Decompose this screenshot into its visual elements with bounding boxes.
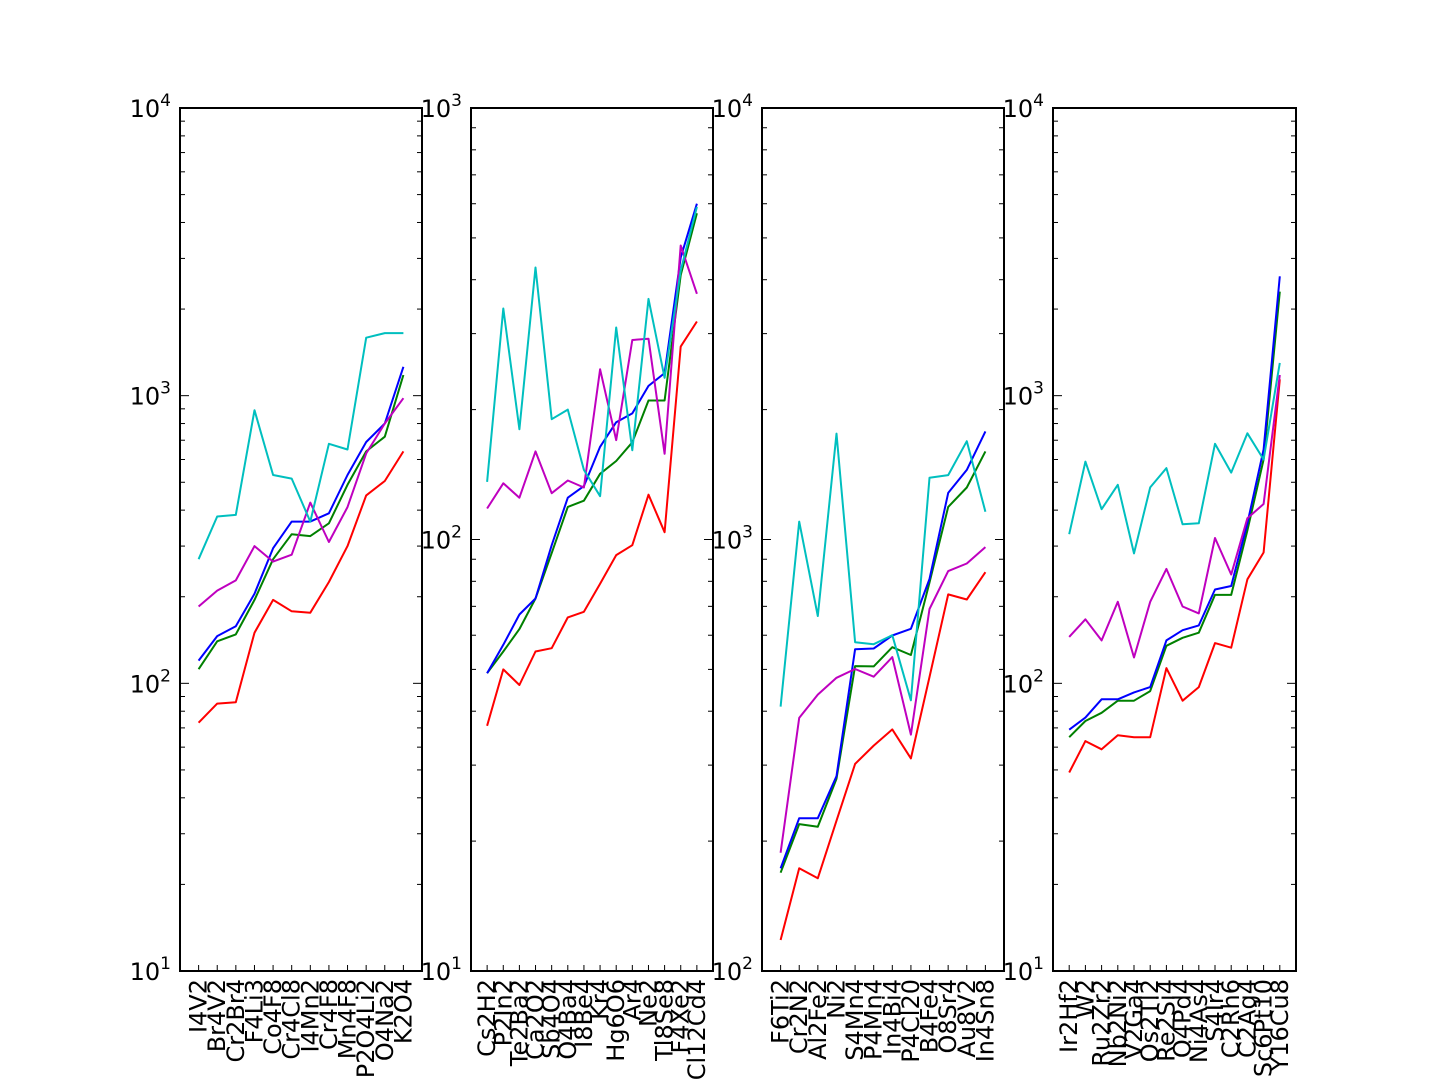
x-tick-label: Sc6Pt10 — [1250, 979, 1278, 1077]
subplot-4: 101 102 103 104 Ir2Hf2W2Ru2Zr2Nb2Ni2V2Ga4Os2… — [1003, 91, 1297, 1077]
x-tick-label: Ca2O2 — [522, 979, 550, 1060]
series-line-4 — [779, 546, 987, 853]
x-tick-label: V2Ga4 — [1120, 979, 1148, 1059]
x-tick-label: P4Cl20 — [897, 979, 925, 1063]
x-tick-label: P2O4Li2 — [352, 979, 380, 1078]
x-tick-label: K2O4 — [389, 979, 417, 1044]
x-tick-label: Cr4Cl8 — [278, 979, 306, 1060]
x-tick-label: Re2Si4 — [1152, 979, 1180, 1062]
plot-frame — [179, 107, 423, 972]
series-line-2 — [1068, 291, 1281, 738]
subplot-1: 101102103104I4V2Br4V2Cr2Br4F4Li3Co4F8Cr4… — [130, 91, 423, 1078]
subplot-2: 101 102 103 Cs2H2P2In2Te2Ba2Ca2O2Sb4O4O4Ba4… — [421, 91, 714, 1080]
x-tick-label: I4V2 — [185, 979, 213, 1033]
series-line-3 — [486, 203, 698, 674]
series-line-5 — [779, 432, 987, 707]
x-tick-label: Cr2N2 — [785, 979, 813, 1054]
y-tick-label: 104 — [1003, 91, 1044, 123]
x-tick-label: F4Xe2 — [667, 979, 695, 1053]
x-tick-label: Mn4F8 — [334, 979, 362, 1059]
x-tick-label: Os2Tl2 — [1136, 979, 1164, 1062]
series-line-1 — [779, 571, 987, 941]
x-tick-label: Ni2 — [822, 979, 850, 1019]
x-tick-label: O4Ba4 — [554, 979, 582, 1060]
x-tick-label: O4Pd4 — [1169, 979, 1197, 1058]
y-tick-label: 102 — [1003, 666, 1044, 698]
x-tick-label: Ni4As4 — [1185, 979, 1213, 1063]
series-line-4 — [1068, 374, 1281, 659]
series-line-3 — [197, 366, 405, 662]
y-tick-label: 101 — [130, 954, 171, 986]
series-line-1 — [486, 320, 698, 727]
x-tick-label: In4Bi4 — [878, 979, 906, 1055]
series-line-5 — [197, 332, 404, 560]
x-tick-label: I4Mn2 — [296, 979, 324, 1053]
subplot-3: 102103104F6Ti2Cr2N2Al2Fe2Ni2S4Mn4P4Mn4In… — [712, 91, 1005, 1063]
y-tick-label: 103 — [130, 379, 171, 411]
y-tick-label: 101 — [1003, 954, 1044, 986]
series-line-2 — [486, 213, 698, 674]
x-tick-label: I8Be4 — [570, 979, 598, 1048]
x-tick-label: Nb2Ni2 — [1104, 979, 1132, 1067]
plot-frame — [761, 107, 1005, 972]
series-line-5 — [486, 206, 698, 498]
plot-frame — [1052, 107, 1297, 972]
x-tick-label: P2In2 — [489, 979, 517, 1046]
series-line-1 — [1068, 379, 1281, 773]
series-line-5 — [1068, 362, 1281, 555]
y-tick-label: 104 — [130, 91, 171, 123]
x-tick-label: F4Li3 — [240, 979, 268, 1043]
x-tick-label: Sb4O4 — [538, 979, 566, 1059]
x-tick-label: O4Na2 — [371, 979, 399, 1061]
x-tick-label: B4Fe4 — [916, 979, 944, 1053]
x-tick-label: Co4F8 — [259, 979, 287, 1055]
x-tick-label: Cl12Cd4 — [683, 979, 711, 1080]
x-tick-label: Cs2H2 — [473, 979, 501, 1057]
x-tick-label: Br4V2 — [203, 979, 231, 1052]
x-tick-label: P4Mn4 — [860, 979, 888, 1060]
x-tick-label: F6Ti2 — [767, 979, 795, 1044]
x-tick-label: In4Sn8 — [971, 979, 999, 1062]
x-tick-label: W2 — [1071, 979, 1099, 1018]
x-tick-label: Cr2Br4 — [222, 979, 250, 1063]
series-line-1 — [197, 450, 405, 724]
y-tick-label: 102 — [421, 523, 462, 555]
series-line-4 — [486, 244, 698, 510]
x-tick-label: Ru2Zr2 — [1088, 979, 1116, 1067]
x-tick-label: Cr4F8 — [315, 979, 343, 1050]
x-tick-label: S4Mn4 — [841, 979, 869, 1061]
y-tick-label: 103 — [421, 91, 462, 123]
x-tick-label: O8Sr4 — [934, 979, 962, 1054]
y-tick-label: 102 — [130, 666, 171, 698]
x-tick-label: C2Ag4 — [1233, 979, 1261, 1058]
x-tick-label: Hg6O6 — [602, 979, 630, 1062]
x-tick-label: Kr4 — [586, 979, 614, 1020]
y-tick-label: 104 — [712, 91, 753, 123]
x-tick-label: Al2Fe2 — [804, 979, 832, 1060]
series-line-3 — [779, 430, 987, 869]
plot-frame — [470, 107, 714, 972]
x-tick-label: S4Ir4 — [1201, 979, 1229, 1042]
x-tick-label: Te2Ba2 — [505, 979, 533, 1067]
y-tick-label: 101 — [421, 954, 462, 986]
x-tick-label: Ar4 — [618, 979, 646, 1021]
y-tick-label: 103 — [712, 523, 753, 555]
x-tick-label: Tl8Se8 — [651, 979, 679, 1062]
x-tick-label: Y16Cu8 — [1266, 979, 1294, 1072]
series-line-2 — [779, 450, 987, 874]
series-line-4 — [197, 397, 405, 608]
y-tick-label: 103 — [1003, 379, 1044, 411]
series-line-3 — [1068, 276, 1281, 731]
x-tick-label: Au8V2 — [953, 979, 981, 1058]
x-tick-label: Ir2Hf2 — [1055, 979, 1083, 1053]
x-tick-label: Ne2 — [634, 979, 662, 1027]
x-tick-label: C2Rh6 — [1217, 979, 1245, 1058]
y-tick-label: 102 — [712, 954, 753, 986]
